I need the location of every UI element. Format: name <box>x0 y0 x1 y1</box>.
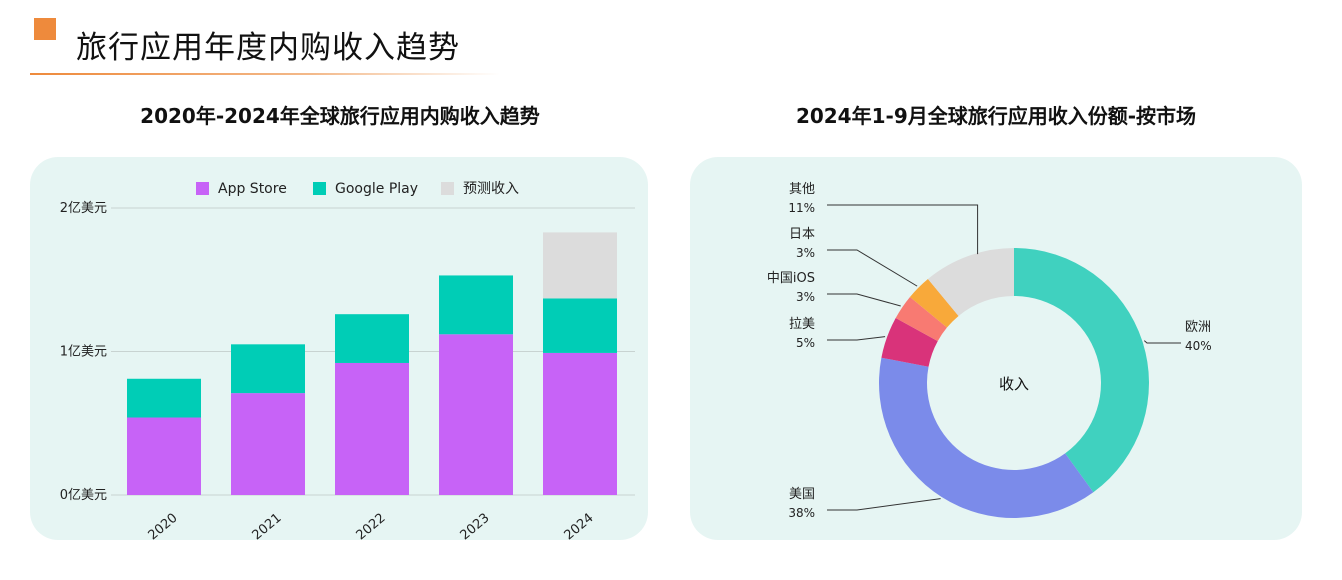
slice-name-2: 拉美 <box>789 317 815 332</box>
donut-slice-2 <box>881 317 938 367</box>
y-tick-label-0: 0亿美元 <box>60 488 107 503</box>
donut-slice-0 <box>1014 248 1149 493</box>
title-underline <box>30 73 500 75</box>
x-tick-label-2020: 2020 <box>146 511 181 540</box>
slice-name-0: 欧洲 <box>1185 320 1211 335</box>
slice-percent-4: 3% <box>796 246 815 260</box>
slice-name-3: 中国iOS <box>767 271 815 286</box>
bar-2023-app-store <box>439 334 513 495</box>
bar-chart-title: 2020年-2024年全球旅行应用内购收入趋势 <box>140 104 540 128</box>
bar-2024-预测收入 <box>543 232 617 299</box>
donut-chart: 收入 欧洲 40% 美国 38% 拉美 5% 中国iOS 3% 日本 3% 其他 11% <box>767 182 1212 520</box>
donut-slice-4 <box>909 278 959 328</box>
bar-2020-app-store <box>127 417 201 495</box>
slice-percent-0: 40% <box>1185 339 1212 353</box>
leader-line-3 <box>827 293 901 307</box>
bar-2021-app-store <box>231 393 305 495</box>
bar-chart-panel: 0亿美元 1亿美元 2亿美元 2020 2021 2022 2023 2024 App Stor… <box>30 157 648 543</box>
leader-line-0 <box>1143 340 1181 344</box>
slice-name-5: 其他 <box>789 182 815 197</box>
bar-chart: 0亿美元 1亿美元 2亿美元 2020 2021 2022 2023 2024 App Stor… <box>60 181 635 543</box>
leader-line-4 <box>827 249 918 287</box>
legend-swatch-0 <box>196 182 209 195</box>
x-tick-label-2021: 2021 <box>250 511 285 540</box>
bar-2020-google-play <box>127 378 201 418</box>
donut-chart-panel: 收入 欧洲 40% 美国 38% 拉美 5% 中国iOS 3% 日本 3% 其他 11% <box>690 157 1302 540</box>
bar-2024-app-store <box>543 352 617 495</box>
donut-slice-3 <box>895 296 947 342</box>
donut-slice-5 <box>927 248 1014 316</box>
donut-slice-1 <box>879 357 1094 518</box>
bar-2022-google-play <box>335 314 409 363</box>
legend-label-0: App Store <box>218 181 287 197</box>
slice-name-4: 日本 <box>789 227 815 242</box>
donut-center-label: 收入 <box>999 375 1029 393</box>
x-tick-label-2024: 2024 <box>562 511 597 540</box>
slice-percent-5: 11% <box>788 201 815 215</box>
legend-label-2: 预测收入 <box>463 181 519 197</box>
leader-line-1 <box>827 498 941 511</box>
slice-percent-2: 5% <box>796 336 815 350</box>
legend-label-1: Google Play <box>335 181 418 197</box>
leader-line-5 <box>827 204 979 255</box>
x-tick-label-2023: 2023 <box>458 511 493 540</box>
donut-chart-title: 2024年1-9月全球旅行应用收入份额-按市场 <box>795 104 1197 128</box>
title-accent-square <box>34 18 56 40</box>
legend-swatch-1 <box>313 182 326 195</box>
slice-name-1: 美国 <box>789 487 815 502</box>
page-title: 旅行应用年度内购收入趋势 <box>76 30 460 66</box>
y-tick-label-1: 1亿美元 <box>60 345 107 360</box>
y-tick-label-2: 2亿美元 <box>60 201 107 216</box>
slice-percent-3: 3% <box>796 290 815 304</box>
slice-percent-1: 38% <box>788 506 815 520</box>
bar-2022-app-store <box>335 362 409 495</box>
legend-swatch-2 <box>441 182 454 195</box>
leader-line-2 <box>827 336 886 341</box>
x-tick-label-2022: 2022 <box>354 511 389 540</box>
bar-2021-google-play <box>231 344 305 394</box>
bar-2024-google-play <box>543 298 617 353</box>
bar-2023-google-play <box>439 275 513 335</box>
